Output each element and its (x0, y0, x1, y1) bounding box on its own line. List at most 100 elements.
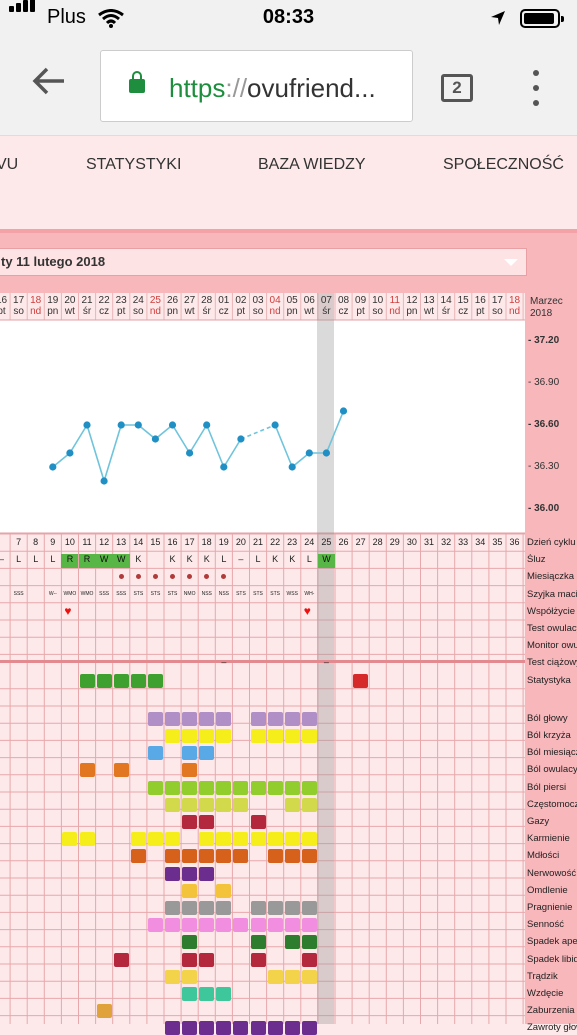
symptom-mark (182, 763, 198, 778)
date-column-header[interactable]: 24 so (130, 295, 147, 317)
date-column-header[interactable]: 23 pt (113, 295, 130, 317)
symptom-mark (284, 1021, 300, 1035)
nav-item-spolecznosc[interactable]: SPOŁECZNOŚĆ (443, 156, 564, 173)
date-weekday: pt (0, 306, 6, 317)
date-column-header[interactable]: 07 śr (318, 295, 335, 317)
more-menu-icon[interactable] (528, 70, 544, 106)
date-day: 22 (98, 295, 110, 306)
symptom-mark (96, 1004, 112, 1019)
cervix-cell: WSS (286, 590, 298, 597)
symptom-mark (165, 832, 181, 847)
date-column-header[interactable]: 19 pn (44, 295, 61, 317)
date-column-header[interactable]: 05 pn (284, 295, 301, 317)
date-column-header[interactable]: 15 cz (455, 295, 472, 317)
battery-icon (520, 9, 564, 28)
symptom-mark (199, 711, 215, 726)
slime-cell: L (306, 554, 312, 565)
date-column-header[interactable]: 27 wt (181, 295, 198, 317)
symptom-mark (216, 832, 232, 847)
tab-switcher-button[interactable]: 2 (441, 74, 473, 102)
symptom-mark (353, 673, 369, 688)
row-label: Spadek libido (527, 953, 577, 965)
row-label: Częstomocz (527, 798, 577, 810)
date-column-header[interactable]: 17 so (10, 295, 27, 317)
cycle-day: 14 (133, 537, 144, 547)
row-label: Ból piersi (527, 781, 567, 793)
symptom-mark (250, 952, 266, 967)
symptom-mark (79, 673, 95, 688)
back-arrow-icon[interactable] (32, 66, 66, 102)
nav-item-baza-wiedzy[interactable]: BAZA WIEDZY (258, 156, 366, 173)
date-weekday: so (13, 306, 24, 317)
menstruation-dot (152, 574, 158, 580)
symptom-mark (182, 797, 198, 812)
date-weekday: so (133, 306, 144, 317)
slime-cell: W (95, 554, 113, 569)
temperature-graph[interactable] (0, 320, 525, 533)
date-column-header[interactable]: 06 wt (301, 295, 318, 317)
symptom-mark (165, 711, 181, 726)
date-column-header[interactable]: 08 cz (335, 295, 352, 317)
date-column-header[interactable]: 09 pt (352, 295, 369, 317)
row-label: Śluz (527, 554, 546, 566)
date-column-header[interactable]: 21 śr (79, 295, 96, 317)
date-day: 14 (440, 295, 452, 306)
date-column-header[interactable]: 02 pt (232, 295, 249, 317)
date-weekday: nd (149, 306, 161, 317)
cervix-cell: NSS (218, 590, 229, 597)
symptom-mark (216, 901, 232, 915)
date-column-header[interactable]: 22 cz (96, 295, 113, 317)
symptom-mark (301, 901, 317, 915)
symptom-mark (165, 866, 181, 881)
symptom-mark (130, 832, 146, 847)
symptom-mark (233, 780, 249, 795)
url-text[interactable]: https://ovufriend... (169, 73, 376, 103)
row-label: Pragnienie (527, 902, 573, 913)
cycle-day: 31 (423, 537, 434, 547)
date-column-header[interactable]: 20 wt (61, 295, 78, 317)
symptom-mark (284, 918, 300, 933)
date-column-header[interactable]: 17 so (489, 295, 506, 317)
date-weekday: pn (286, 306, 298, 317)
symptom-mark (233, 849, 249, 864)
row-label: Zawroty głowy (527, 1022, 577, 1034)
symptom-mark (267, 1021, 283, 1035)
symptom-mark (284, 849, 300, 864)
nav-item-statystyki[interactable]: STATYSTYKI (86, 156, 182, 173)
symptom-mark (113, 763, 129, 778)
cycle-day: 19 (218, 537, 229, 547)
symptom-mark (165, 901, 181, 915)
cycle-day: 8 (33, 537, 39, 547)
date-weekday: nd (508, 306, 521, 317)
symptom-mark (233, 832, 249, 847)
date-column-header[interactable]: 12 pn (403, 295, 420, 317)
date-column-header[interactable]: 01 cz (215, 295, 232, 317)
date-column-header[interactable]: 10 so (369, 295, 386, 317)
nav-item-vu[interactable]: VU (0, 156, 19, 173)
symptom-mark (182, 866, 198, 881)
address-bar[interactable]: https://ovufriend... (100, 50, 413, 122)
date-day: 15 (457, 295, 469, 306)
heart-icon: ♥ (64, 603, 72, 618)
symptom-mark (182, 1021, 198, 1035)
date-column-header[interactable]: 28 śr (198, 295, 215, 317)
cycle-select[interactable]: ty 11 lutego 2018 (0, 248, 527, 276)
date-column-header[interactable]: 14 śr (438, 295, 455, 317)
date-column-header[interactable]: 26 pn (164, 295, 181, 317)
symptom-mark (147, 780, 163, 795)
date-column-header[interactable]: 03 so (250, 295, 267, 317)
slime-cell: W (112, 554, 130, 569)
slime-cell: L (221, 554, 227, 565)
date-column-header[interactable]: 13 wt (421, 295, 438, 317)
row-label: Nerwowość (527, 867, 577, 879)
symptom-mark (250, 815, 266, 829)
row-label: Szyjka macicy (527, 588, 577, 600)
symptom-mark (267, 918, 283, 933)
